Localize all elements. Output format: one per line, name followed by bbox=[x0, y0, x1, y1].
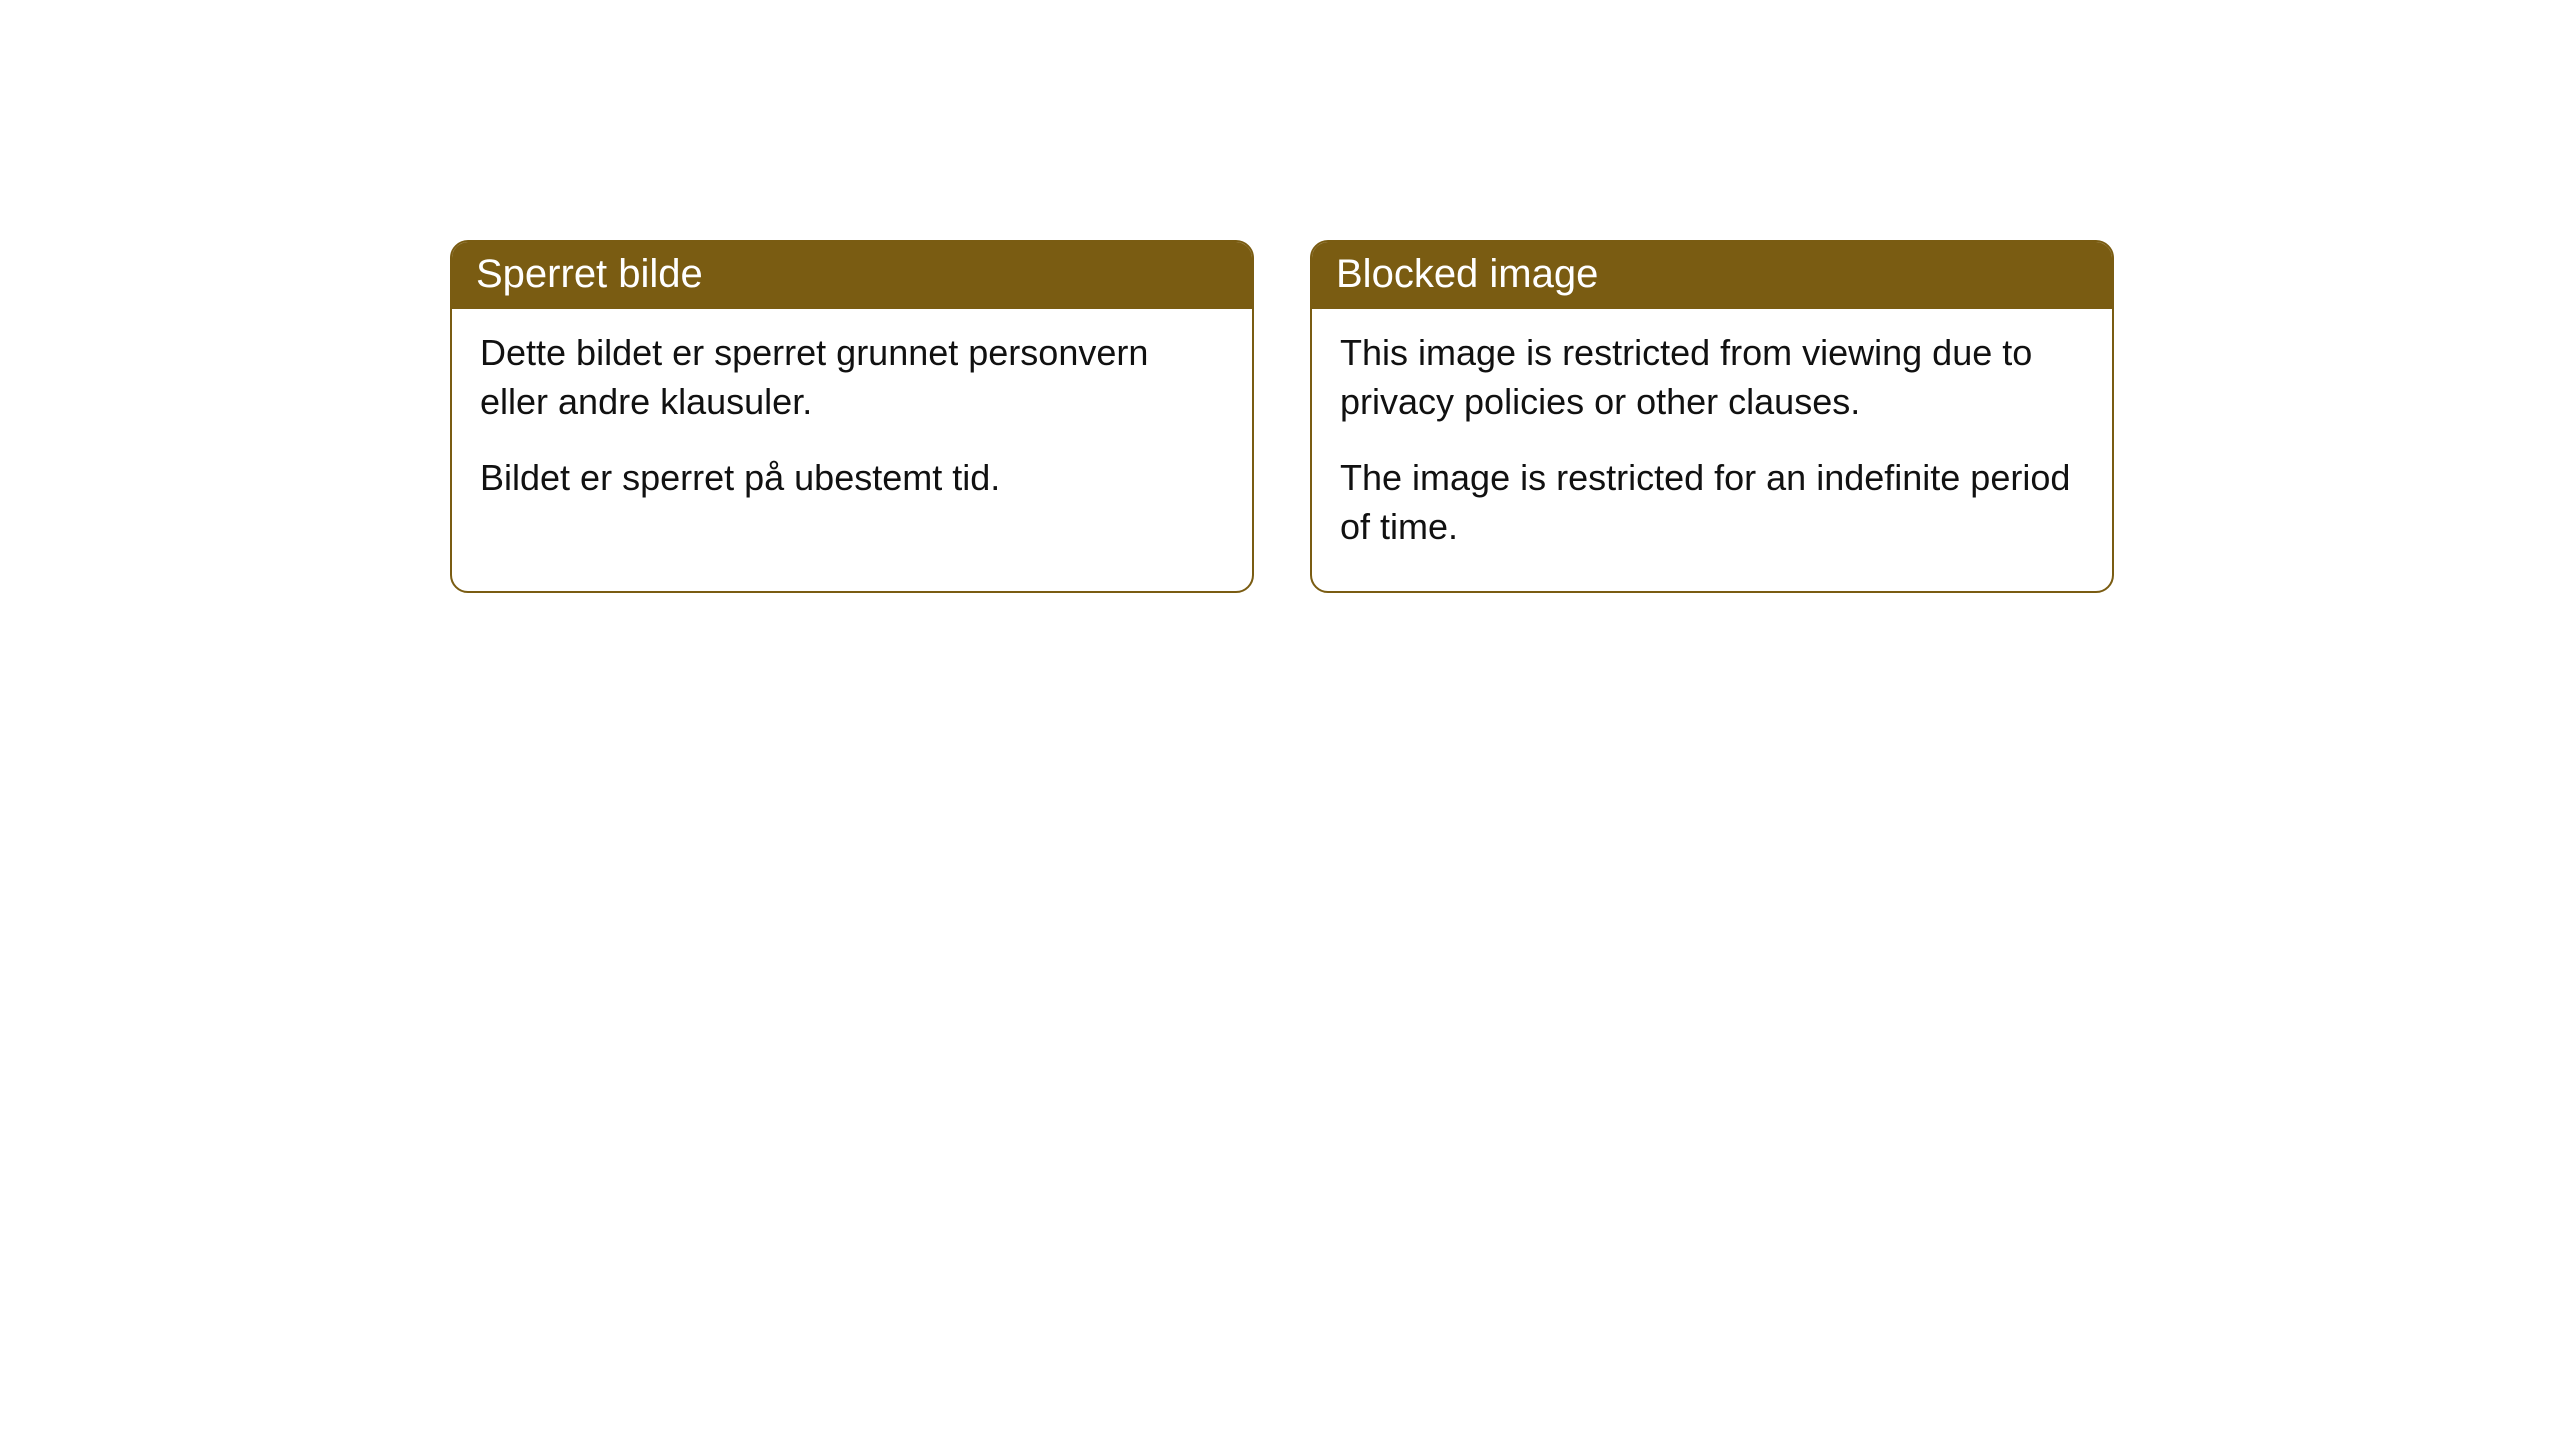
card-paragraph: This image is restricted from viewing du… bbox=[1340, 329, 2084, 426]
card-paragraph: Dette bildet er sperret grunnet personve… bbox=[480, 329, 1224, 426]
card-title: Sperret bilde bbox=[476, 252, 703, 296]
notice-card-norwegian: Sperret bilde Dette bildet er sperret gr… bbox=[450, 240, 1254, 593]
notice-cards-container: Sperret bilde Dette bildet er sperret gr… bbox=[450, 240, 2114, 593]
card-paragraph: The image is restricted for an indefinit… bbox=[1340, 454, 2084, 551]
card-header: Sperret bilde bbox=[452, 242, 1252, 309]
card-title: Blocked image bbox=[1336, 252, 1598, 296]
card-header: Blocked image bbox=[1312, 242, 2112, 309]
card-body: Dette bildet er sperret grunnet personve… bbox=[452, 309, 1252, 543]
card-body: This image is restricted from viewing du… bbox=[1312, 309, 2112, 591]
notice-card-english: Blocked image This image is restricted f… bbox=[1310, 240, 2114, 593]
card-paragraph: Bildet er sperret på ubestemt tid. bbox=[480, 454, 1224, 503]
